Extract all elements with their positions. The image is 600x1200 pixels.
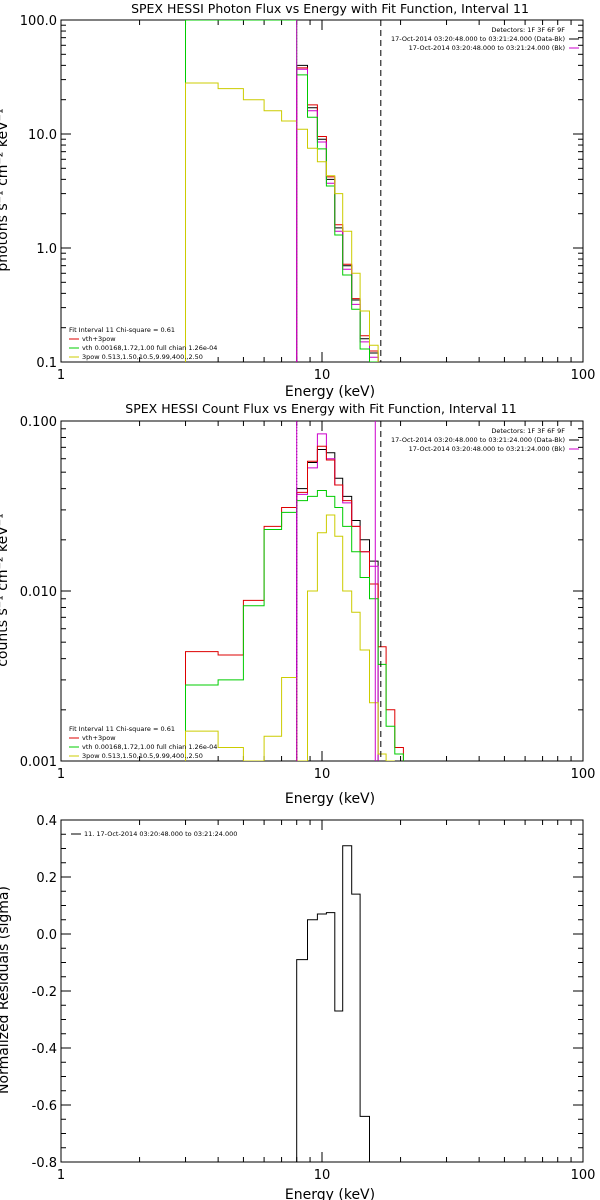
photon-y-tick-label: 0.1	[36, 356, 57, 371]
photon-legend-bottomleft-text: 3pow 0.513,1.50,10.5,9.99,400.,2.50	[82, 353, 203, 361]
photon-legend-bottomleft-text: Fit Interval 11 Chi-square = 0.61	[69, 326, 175, 334]
photon-legend-bottomleft-text: vth+3pow	[82, 335, 116, 343]
count-legend-topright-text: 17-Oct-2014 03:20:48.000 to 03:21:24.000…	[409, 445, 565, 453]
photon-legend-topright-text: Detectors: 1F 3F 6F 9F	[491, 26, 565, 34]
residuals-series-0-line	[296, 845, 379, 1162]
count-panel-title: SPEX HESSI Count Flux vs Energy with Fit…	[125, 401, 516, 416]
residuals-x-tick-label: 10	[314, 1168, 331, 1183]
photon-plot-frame	[60, 19, 584, 363]
count-x-tick-label: 10	[314, 767, 331, 782]
photon-x-tick-label: 100	[571, 368, 596, 383]
count-legend-bottomleft-text: Fit Interval 11 Chi-square = 0.61	[69, 725, 175, 733]
photon-y-axis-label: photons s⁻¹ cm⁻² keV⁻¹	[0, 108, 11, 271]
count-series-1-line	[296, 433, 379, 761]
count-x-axis-label: Energy (keV)	[285, 791, 375, 807]
photon-x-tick-label: 10	[314, 368, 331, 383]
residuals-y-tick-label: 0.4	[36, 814, 57, 829]
count-series-0-line	[296, 449, 379, 761]
photon-series-2-line	[296, 68, 379, 362]
photon-x-axis-label: Energy (keV)	[285, 384, 375, 400]
photon-x-tick-label: 1	[57, 368, 65, 383]
residuals-y-tick-label: 0.0	[36, 928, 57, 943]
residuals-x-tick-label: 100	[571, 1168, 596, 1183]
residuals-plot-frame	[60, 819, 584, 1163]
residuals-y-tick-label: -0.4	[32, 1042, 57, 1057]
count-legend-topright-text: 17-Oct-2014 03:20:48.000 to 03:21:24.000…	[391, 436, 565, 444]
photon-series-4-line	[185, 82, 379, 362]
photon-y-tick-label: 100.0	[20, 14, 57, 29]
residuals-y-axis-label: Normalized Residuals (sigma)	[0, 886, 12, 1094]
count-y-tick-label: 0.100	[20, 415, 57, 430]
count-y-tick-label: 0.010	[20, 585, 57, 600]
count-x-tick-label: 1	[57, 767, 65, 782]
residuals-panel: Energy (keV) Normalized Residuals (sigma…	[0, 814, 595, 1200]
residuals-y-tick-label: -0.8	[32, 1156, 57, 1171]
residuals-y-tick-label: -0.2	[32, 985, 57, 1000]
count-plot-frame	[60, 420, 584, 762]
count-series-3-line	[185, 490, 404, 761]
count-y-axis-label: counts s⁻¹ cm⁻² keV⁻¹	[0, 513, 11, 667]
count-series-2-line	[185, 445, 404, 761]
count-x-tick-label: 100	[571, 767, 596, 782]
photon-panel-title: SPEX HESSI Photon Flux vs Energy with Fi…	[131, 1, 529, 16]
count-y-tick-label: 0.001	[20, 755, 57, 770]
residuals-x-tick-label: 1	[57, 1168, 65, 1183]
photon-series-3-line	[185, 20, 379, 362]
photon-y-tick-label: 10.0	[28, 128, 57, 143]
count-series-4-line	[185, 514, 395, 761]
photon-legend-topright-text: 17-Oct-2014 03:20:48.000 to 03:21:24.000…	[409, 44, 565, 52]
count-data-area	[185, 421, 404, 761]
photon-legend-topright-text: 17-Oct-2014 03:20:48.000 to 03:21:24.000…	[391, 35, 565, 43]
count-legend-topright-text: Detectors: 1F 3F 6F 9F	[491, 427, 565, 435]
residuals-y-tick-label: 0.2	[36, 871, 57, 886]
residuals-x-axis-label: Energy (keV)	[285, 1187, 375, 1200]
count-flux-panel: SPEX HESSI Count Flux vs Energy with Fit…	[0, 401, 595, 807]
residuals-data-area	[296, 845, 379, 1162]
photon-series-0-line	[296, 64, 379, 362]
count-legend-bottomleft-text: vth+3pow	[82, 734, 116, 742]
photon-y-tick-label: 1.0	[36, 242, 57, 257]
residuals-legend-topleft-text: 11. 17-Oct-2014 03:20:48.000 to 03:21:24…	[84, 830, 237, 838]
count-legend-bottomleft-text: vth 0.00168,1.72,1.00 full chian 1.26e-0…	[82, 743, 217, 751]
count-legend-bottomleft-text: 3pow 0.513,1.50,10.5,9.99,400.,2.50	[82, 752, 203, 760]
residuals-y-tick-label: -0.6	[32, 1099, 57, 1114]
photon-series-1-line	[296, 67, 379, 362]
photon-data-area	[185, 20, 382, 362]
photon-flux-panel: SPEX HESSI Photon Flux vs Energy with Fi…	[0, 1, 595, 400]
photon-legend-bottomleft-text: vth 0.00168,1.72,1.00 full chian 1.26e-0…	[82, 344, 217, 352]
